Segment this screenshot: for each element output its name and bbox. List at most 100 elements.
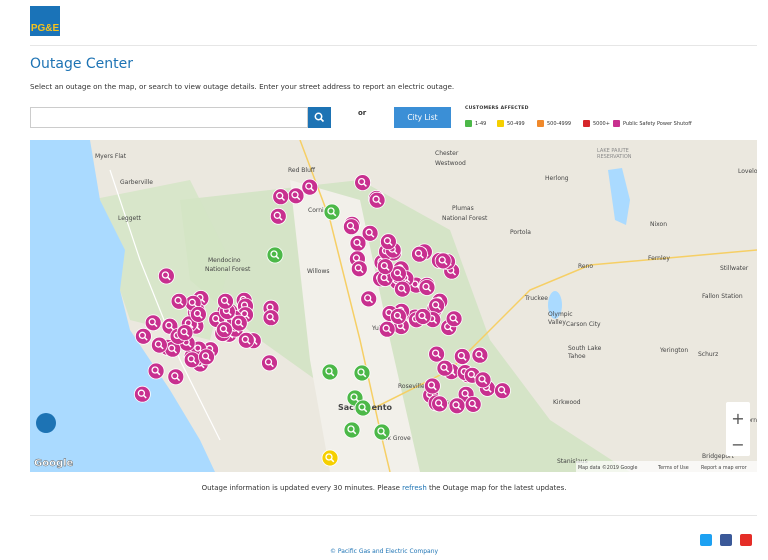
marker-circle	[135, 327, 152, 345]
outage-marker[interactable]	[354, 399, 372, 417]
outage-marker[interactable]	[464, 395, 482, 413]
terms-link[interactable]: Terms of Use	[657, 465, 689, 471]
outage-marker[interactable]	[411, 245, 428, 263]
marker-icon	[354, 264, 362, 272]
refresh-link[interactable]: refresh	[402, 484, 427, 492]
outage-marker[interactable]	[321, 363, 339, 381]
outage-marker[interactable]	[428, 297, 446, 315]
outage-marker[interactable]	[266, 246, 284, 264]
marker-circle	[167, 368, 185, 386]
outage-marker[interactable]	[135, 327, 152, 345]
marker-icon	[434, 399, 443, 407]
search-button[interactable]	[308, 107, 331, 128]
outage-marker[interactable]	[378, 320, 396, 338]
marker-circle	[321, 449, 339, 467]
outage-marker[interactable]	[494, 382, 511, 400]
outage-marker[interactable]	[262, 309, 280, 327]
city-list-button[interactable]: City List	[394, 107, 451, 128]
outage-marker[interactable]	[368, 191, 386, 209]
outage-marker[interactable]	[353, 364, 371, 382]
map-label: Fallon Station	[702, 293, 743, 300]
outage-marker[interactable]	[434, 252, 452, 270]
locate-button[interactable]	[36, 413, 56, 433]
marker-icon	[212, 314, 220, 323]
outage-marker[interactable]	[134, 385, 151, 403]
report-link[interactable]: Report a map error	[701, 465, 747, 471]
outage-marker[interactable]	[272, 188, 290, 206]
outage-marker[interactable]	[189, 305, 207, 323]
outage-marker[interactable]	[230, 314, 248, 332]
search-input[interactable]	[30, 107, 308, 128]
outage-marker[interactable]	[474, 371, 492, 389]
outage-marker[interactable]	[376, 270, 394, 287]
outage-marker[interactable]	[393, 280, 411, 298]
marker-icon	[385, 267, 390, 271]
outage-marker[interactable]	[360, 290, 378, 308]
outage-marker[interactable]	[471, 346, 489, 364]
outage-marker[interactable]	[198, 348, 215, 366]
outage-marker[interactable]	[373, 423, 391, 441]
marker-icon	[207, 357, 211, 362]
marker-icon	[399, 274, 403, 279]
outage-marker[interactable]	[389, 265, 407, 283]
outage-marker[interactable]	[376, 258, 394, 275]
outage-marker[interactable]	[261, 354, 278, 372]
outage-marker[interactable]	[389, 307, 407, 325]
outage-marker[interactable]	[361, 224, 379, 242]
marker-icon	[165, 321, 173, 329]
outage-marker[interactable]	[431, 395, 449, 413]
outage-marker[interactable]	[349, 234, 367, 252]
twitter-icon[interactable]	[700, 534, 712, 546]
outage-marker[interactable]	[183, 351, 201, 369]
outage-marker[interactable]	[321, 449, 339, 467]
marker-circle	[269, 207, 287, 225]
outage-marker[interactable]	[428, 345, 446, 363]
outage-marker[interactable]	[176, 324, 194, 342]
outage-marker[interactable]	[215, 321, 233, 339]
legend-item: 5000+	[583, 120, 610, 127]
outage-marker[interactable]	[448, 397, 466, 415]
marker-icon	[241, 335, 249, 343]
marker-icon	[358, 403, 366, 411]
outage-marker[interactable]	[423, 377, 441, 395]
marker-icon	[137, 389, 146, 397]
outage-marker[interactable]	[217, 292, 234, 310]
outage-marker[interactable]	[453, 348, 471, 365]
marker-icon	[393, 269, 402, 277]
marker-icon	[138, 331, 147, 339]
marker-icon	[497, 386, 506, 394]
zoom-in[interactable]: +	[731, 409, 744, 428]
zoom-out[interactable]: −	[731, 435, 744, 454]
outage-marker[interactable]	[147, 362, 165, 380]
outage-marker[interactable]	[157, 267, 175, 285]
marker-circle	[134, 385, 151, 403]
outage-marker[interactable]	[342, 218, 360, 236]
outage-marker[interactable]	[343, 421, 361, 439]
outage-marker[interactable]	[237, 331, 255, 349]
outage-marker[interactable]	[269, 207, 287, 225]
outage-marker[interactable]	[445, 310, 463, 328]
marker-icon	[189, 324, 194, 329]
outage-marker[interactable]	[323, 203, 341, 221]
outage-marker[interactable]	[167, 368, 185, 386]
outage-marker[interactable]	[379, 233, 397, 251]
marker-icon	[176, 377, 181, 382]
outage-marker[interactable]	[144, 314, 162, 332]
map[interactable]: Myers Flat Garberville Leggett Red Bluff Che…	[30, 140, 757, 472]
logo[interactable]: PG&E	[30, 6, 60, 36]
marker-icon	[437, 306, 441, 311]
outage-marker[interactable]	[301, 178, 319, 196]
outage-marker[interactable]	[150, 336, 168, 354]
outage-marker[interactable]	[414, 308, 432, 325]
youtube-icon[interactable]	[740, 534, 752, 546]
facebook-icon[interactable]	[720, 534, 732, 546]
outage-marker[interactable]	[350, 260, 368, 278]
marker-circle	[436, 359, 454, 377]
outage-marker[interactable]	[418, 279, 436, 296]
outage-marker[interactable]	[170, 292, 188, 310]
outage-marker[interactable]	[354, 174, 372, 191]
marker-icon	[194, 344, 202, 352]
outage-marker[interactable]	[436, 359, 454, 377]
outage-marker[interactable]	[287, 187, 305, 205]
